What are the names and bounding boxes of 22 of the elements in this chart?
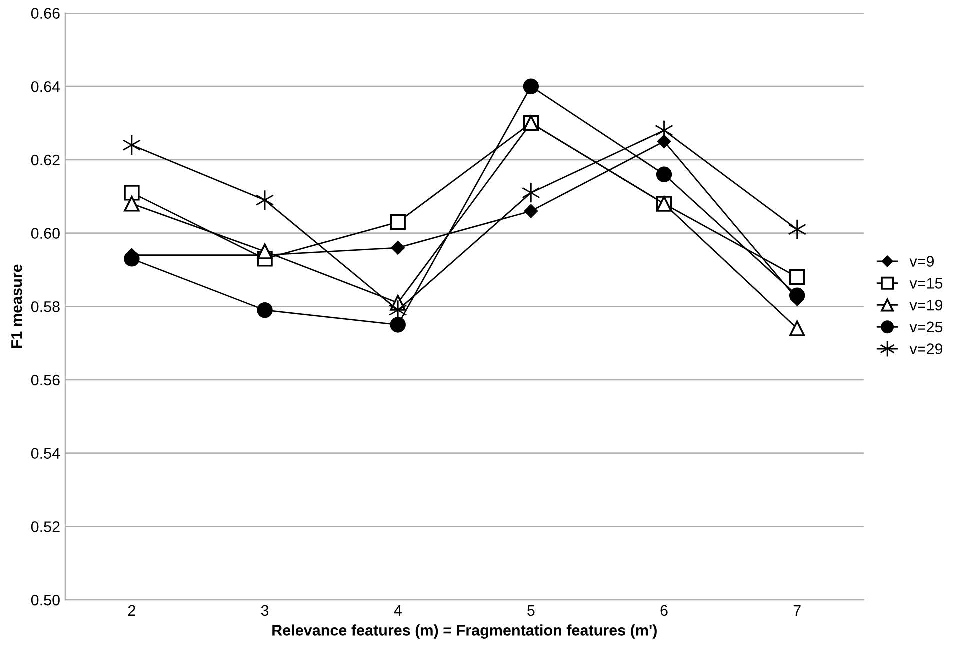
- legend-label: v=19: [910, 300, 943, 311]
- legend-label: v=15: [910, 278, 943, 289]
- x-tick-label: 4: [394, 605, 402, 616]
- y-tick-label: 0.54: [31, 448, 60, 460]
- y-tick-label: 0.66: [31, 8, 60, 19]
- x-axis-title: Relevance features (m) = Fragmentation features (m'): [272, 624, 657, 639]
- legend-label: v=25: [910, 322, 943, 333]
- x-tick-label: 2: [128, 605, 136, 616]
- x-tick-label: 6: [660, 605, 668, 616]
- x-tick-label: 3: [261, 605, 269, 616]
- x-tick-label: 5: [528, 605, 535, 616]
- y-tick-label: 0.50: [31, 594, 60, 606]
- y-tick-label: 0.58: [31, 302, 60, 312]
- y-tick-label: 0.62: [31, 154, 60, 166]
- y-tick-label: 0.60: [31, 228, 60, 239]
- x-tick-label: 7: [794, 605, 801, 616]
- y-axis-title: F1 measure: [12, 264, 22, 348]
- legend-label: v=9: [910, 256, 934, 267]
- y-tick-label: 0.52: [31, 522, 60, 532]
- y-tick-label: 0.64: [31, 81, 60, 92]
- legend-label: v=29: [910, 344, 943, 354]
- y-tick-label: 0.56: [31, 374, 60, 386]
